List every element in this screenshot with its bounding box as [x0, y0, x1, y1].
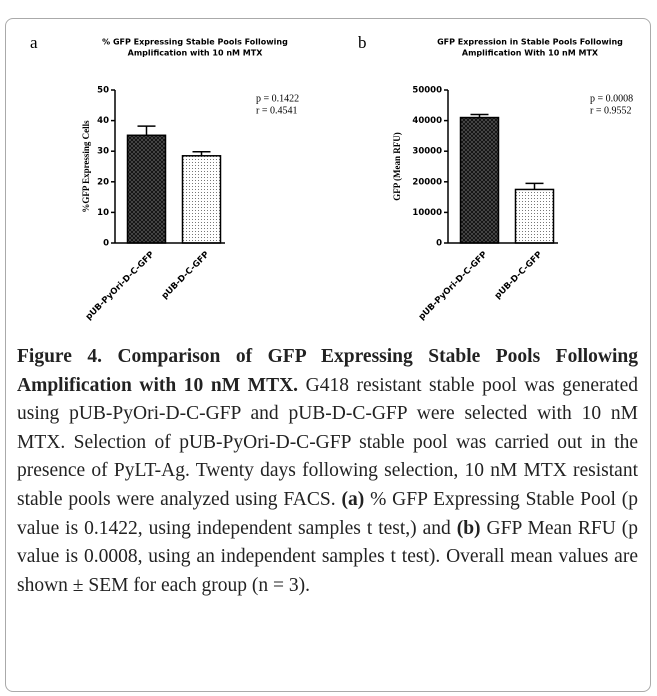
caption: Figure 4. Comparison of GFP Expressing S… — [17, 343, 638, 600]
x-tick-label: pUB-D-C-GFP — [493, 250, 544, 301]
y-tick-label: 20000 — [412, 177, 442, 187]
annotation: p = 0.1422 — [256, 93, 299, 104]
bar — [181, 155, 222, 244]
annotation: r = 0.9552 — [590, 105, 631, 116]
y-tick-label: 0 — [436, 239, 442, 249]
y-tick-label: 40 — [97, 116, 109, 126]
bar — [126, 134, 167, 244]
caption-text: (b) — [456, 517, 481, 539]
caption-text: GFP Mean RFU (p value is 0.0008, using a… — [17, 517, 638, 596]
panel-letter: b — [358, 33, 367, 52]
figure-frame — [5, 18, 651, 692]
panel-letter: a — [30, 33, 38, 52]
y-axis-label: %GFP Expressing Cells — [81, 120, 91, 213]
y-tick-label: 30000 — [412, 147, 442, 157]
y-tick-label: 20 — [97, 177, 109, 187]
caption-text: G418 resistant stable pool was generated… — [17, 374, 638, 510]
chart-title: % GFP Expressing Stable Pools Following — [102, 38, 288, 47]
y-tick-label: 30 — [97, 147, 109, 157]
annotation: r = 0.4541 — [256, 105, 297, 116]
bar — [514, 188, 555, 244]
chart-title: Amplification With 10 nM MTX — [462, 49, 599, 58]
charts: a % GFP Expressing Stable Pools Following… — [30, 33, 633, 322]
y-tick-label: 50000 — [412, 86, 442, 96]
x-tick-label: pUB-PyOri-D-C-GFP — [417, 250, 489, 322]
x-tick-label: pUB-PyOri-D-C-GFP — [84, 250, 156, 322]
x-tick-label: pUB-D-C-GFP — [160, 250, 211, 301]
caption-text: (a) — [341, 488, 365, 510]
y-tick-label: 10 — [97, 208, 109, 218]
chart-title: Amplification with 10 nM MTX — [128, 49, 264, 58]
caption-heading: Figure 4. Comparison of GFP Expressing S… — [17, 346, 638, 396]
y-tick-label: 0 — [103, 239, 109, 249]
y-tick-label: 50 — [97, 86, 109, 96]
bar — [459, 116, 500, 244]
y-tick-label: 40000 — [412, 116, 442, 126]
y-tick-label: 10000 — [412, 208, 442, 218]
y-axis-label: GFP (Mean RFU) — [392, 132, 402, 200]
caption-text: % GFP Expressing Stable Pool (p value is… — [17, 488, 639, 539]
chart-title: GFP Expression in Stable Pools Following — [437, 38, 623, 47]
annotation: p = 0.0008 — [590, 93, 633, 104]
